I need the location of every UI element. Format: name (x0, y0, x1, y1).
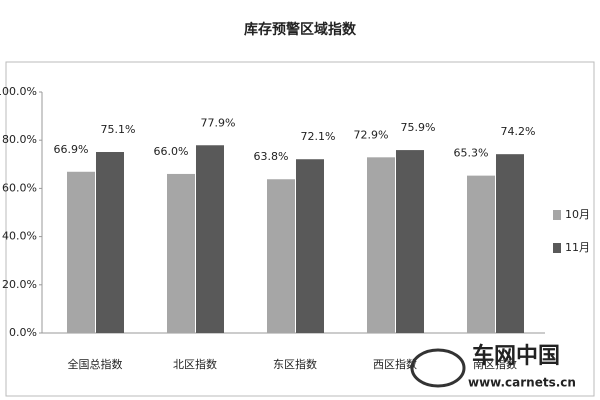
chart-border (5, 61, 595, 397)
y-tick-label: 80.0% (2, 133, 37, 146)
value-label: 77.9% (201, 116, 236, 129)
bar (496, 154, 524, 333)
value-label: 74.2% (501, 125, 536, 138)
legend-label: 11月 (565, 241, 590, 254)
legend-swatch (553, 210, 561, 220)
watermark-url: www.carnets.cn (468, 376, 576, 390)
legend-swatch (553, 243, 561, 253)
bar (467, 175, 495, 333)
bar (167, 173, 195, 333)
bar (396, 150, 424, 333)
bar (296, 159, 324, 333)
y-tick-label: 100.0% (0, 85, 37, 98)
value-label: 72.9% (354, 128, 389, 141)
bar (96, 152, 124, 333)
watermark: 车网中国 www.carnets.cn (410, 343, 576, 390)
value-label: 75.9% (401, 121, 436, 134)
x-tick-label: 南区指数 (473, 357, 517, 371)
chart-title: 库存预警区域指数 (244, 21, 357, 38)
bar (196, 145, 224, 333)
value-label: 66.0% (154, 145, 189, 158)
value-label: 63.8% (254, 150, 289, 163)
bar (367, 157, 395, 333)
x-tick-label: 北区指数 (173, 357, 217, 371)
watermark-logo (410, 348, 466, 388)
value-label: 65.3% (454, 147, 489, 160)
value-label: 75.1% (101, 123, 136, 136)
y-tick-label: 40.0% (2, 230, 37, 243)
value-label: 72.1% (301, 130, 336, 143)
value-label: 66.9% (54, 143, 89, 156)
x-tick-label: 西区指数 (373, 357, 417, 371)
x-tick-label: 东区指数 (273, 357, 317, 371)
x-tick-label: 全国总指数 (68, 357, 123, 371)
bar (67, 171, 95, 333)
y-tick-label: 60.0% (2, 181, 37, 194)
y-tick-label: 0.0% (9, 326, 37, 339)
bar (267, 179, 295, 333)
legend-label: 10月 (565, 208, 590, 221)
watermark-name: 车网中国 (472, 343, 560, 369)
y-tick-label: 20.0% (2, 278, 37, 291)
